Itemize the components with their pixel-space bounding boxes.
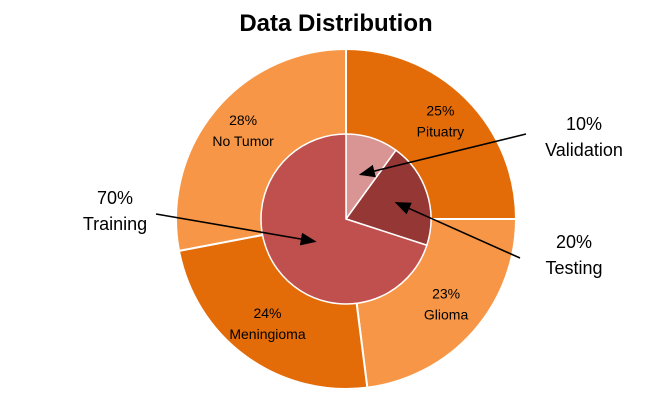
callout-percent-label: 70% — [97, 188, 133, 208]
callout-arrow-testing — [394, 201, 521, 259]
callout-percent-label: 20% — [556, 232, 592, 252]
outer-slice-name-label: Meningioma — [229, 326, 305, 342]
outer-slice-percent-label: 24% — [253, 305, 281, 321]
outer-slice-name-label: Pituatry — [417, 124, 464, 140]
inner-slice-testing — [344, 149, 432, 247]
outer-slice-name-label: No Tumor — [212, 133, 274, 149]
callout-name-label: Validation — [545, 140, 623, 160]
callout-name-label: Training — [83, 214, 147, 234]
outer-slice-percent-label: 25% — [426, 103, 454, 119]
callout-arrow-validation — [358, 133, 527, 178]
outer-slice-percent-label: 28% — [229, 112, 257, 128]
callout-name-label: Testing — [545, 258, 602, 278]
chart-title: Data Distribution — [239, 10, 433, 37]
outer-slice-name-label: Glioma — [424, 306, 469, 322]
inner-slice-training — [260, 133, 428, 305]
outer-slice-percent-label: 23% — [432, 285, 460, 301]
callout-arrow-training — [155, 213, 317, 246]
callout-percent-label: 10% — [566, 114, 602, 134]
